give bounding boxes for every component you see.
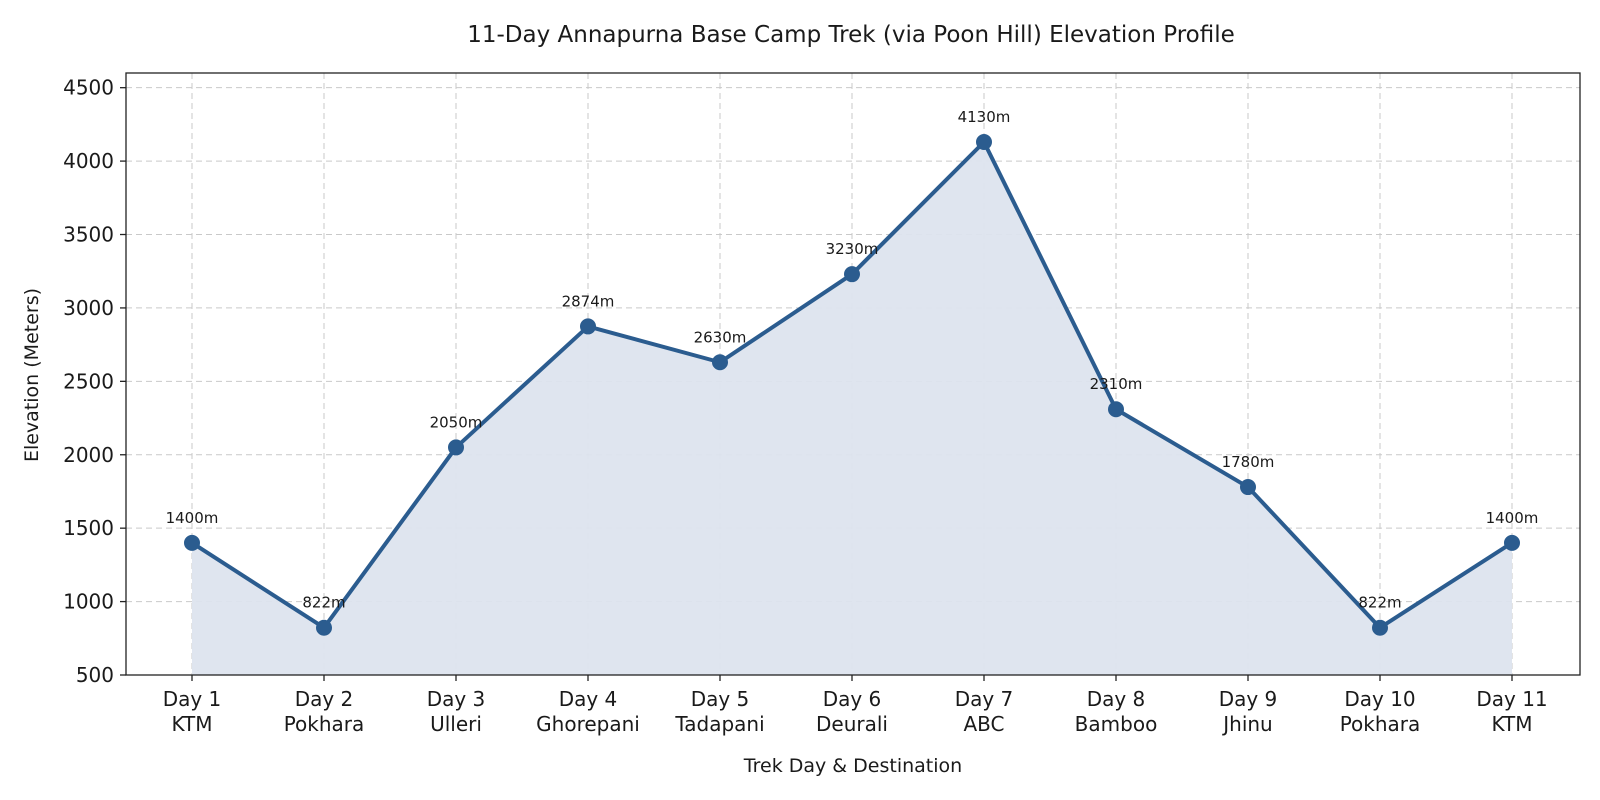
x-tick-label: Day 3 Ulleri bbox=[427, 687, 486, 736]
data-point bbox=[1240, 479, 1256, 496]
x-tick-label: Day 7 ABC bbox=[955, 687, 1014, 736]
y-tick-label: 2500 bbox=[63, 369, 114, 393]
x-tick-label: Day 9 Jhinu bbox=[1219, 687, 1278, 736]
y-tick-label: 3500 bbox=[63, 223, 114, 247]
line-segment bbox=[982, 140, 1118, 412]
y-tick-label: 1000 bbox=[63, 590, 114, 614]
y-tick-label: 3000 bbox=[63, 296, 114, 320]
data-label: 822m bbox=[302, 594, 345, 612]
x-tick-label: Day 10 Pokhara bbox=[1340, 687, 1421, 736]
line-layer bbox=[190, 140, 1514, 630]
data-point bbox=[1372, 619, 1388, 636]
data-label: 1400m bbox=[1486, 509, 1539, 527]
data-point bbox=[580, 318, 596, 335]
marker-layer bbox=[184, 134, 1520, 636]
x-tick-label: Day 5 Tadapani bbox=[674, 687, 764, 736]
data-label: 1400m bbox=[166, 509, 219, 527]
x-tick-label: Day 1 KTM bbox=[163, 687, 222, 736]
data-label: 3230m bbox=[826, 240, 879, 258]
x-tick-label: Day 8 Bamboo bbox=[1075, 687, 1158, 736]
y-tick-label: 2000 bbox=[63, 443, 114, 467]
data-point bbox=[1504, 534, 1520, 551]
data-point bbox=[712, 354, 728, 371]
plot-frame bbox=[125, 72, 1581, 676]
data-point bbox=[976, 134, 992, 151]
data-label: 4130m bbox=[958, 108, 1011, 126]
data-label: 2874m bbox=[562, 292, 615, 310]
data-label: 2310m bbox=[1090, 375, 1143, 393]
data-point bbox=[1108, 401, 1124, 418]
area-fill-layer bbox=[192, 142, 1512, 675]
line-segment bbox=[1246, 485, 1382, 630]
x-tick-label: Day 11 KTM bbox=[1476, 687, 1547, 736]
y-tick-label: 1500 bbox=[63, 516, 114, 540]
y-axis: 500 1000 1500 2000 2500 3000 3500 4000 4500 bbox=[63, 76, 126, 687]
x-tick-label: Day 6 Deurali bbox=[816, 687, 888, 736]
area-fill bbox=[192, 142, 1512, 675]
data-label-layer: 1400m 822m 2050m 2874m 2630m 3230m 4130m 2310m 1… bbox=[166, 108, 1539, 612]
line-segment bbox=[1114, 407, 1250, 490]
x-axis-title: Trek Day & Destination bbox=[743, 755, 962, 777]
data-label: 822m bbox=[1358, 594, 1401, 612]
data-point bbox=[184, 534, 200, 551]
y-tick-label: 500 bbox=[76, 663, 114, 687]
data-label: 2050m bbox=[430, 413, 483, 431]
line-segment bbox=[454, 324, 590, 450]
line-segment bbox=[1378, 540, 1514, 630]
x-tick-label: Day 2 Pokhara bbox=[284, 687, 365, 736]
line-segment bbox=[322, 445, 458, 630]
data-label: 2630m bbox=[694, 328, 747, 346]
chart-title: 11-Day Annapurna Base Camp Trek (via Poo… bbox=[467, 22, 1235, 48]
line-segment bbox=[586, 324, 722, 365]
data-label: 1780m bbox=[1222, 453, 1275, 471]
data-point bbox=[448, 439, 464, 456]
y-tick-label: 4500 bbox=[63, 76, 114, 100]
line-segment bbox=[190, 540, 326, 630]
data-point bbox=[844, 266, 860, 283]
data-point bbox=[316, 619, 332, 636]
y-axis-title: Elevation (Meters) bbox=[21, 288, 43, 462]
line-segment bbox=[718, 272, 854, 365]
x-axis: Day 1 KTM Day 2 Pokhara Day 3 Ulleri Day 4 Ghor… bbox=[163, 675, 1548, 736]
y-tick-label: 4000 bbox=[63, 149, 114, 173]
line-segment bbox=[850, 140, 986, 277]
x-tick-label: Day 4 Ghorepani bbox=[536, 687, 640, 736]
